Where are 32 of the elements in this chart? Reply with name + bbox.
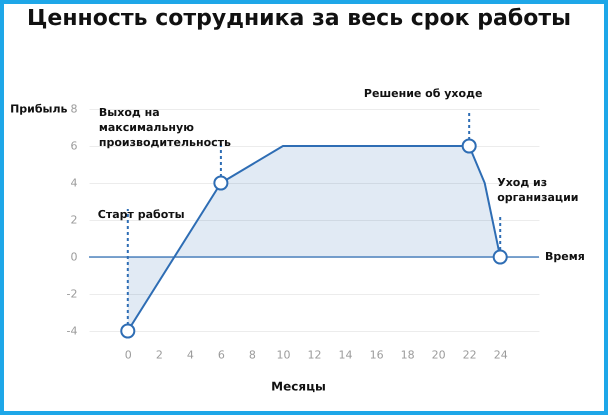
- y-tick-label: 8: [70, 102, 78, 116]
- x-tick-label: 6: [218, 348, 225, 362]
- y-tick-label: -2: [66, 288, 78, 300]
- x-tick-label: 12: [308, 348, 322, 362]
- y-tick-label: -4: [66, 324, 78, 338]
- annotation: Уход из организации: [497, 176, 579, 204]
- y-axis-title: Прибыль: [10, 102, 68, 116]
- annotation: Выход на максимальную производительность: [98, 106, 232, 149]
- y-tick-label: 4: [70, 176, 78, 190]
- x-tick-label: 10: [276, 348, 290, 362]
- x-tick-label: 0: [124, 348, 132, 362]
- x-axis-title: Месяцы: [271, 380, 326, 394]
- x-tick-label: 20: [432, 348, 446, 362]
- ref-line-label: Время: [545, 250, 585, 263]
- annotation: Решение об уходе: [364, 87, 482, 100]
- point: [492, 249, 508, 265]
- annotation: Старт работы: [98, 208, 185, 221]
- x-tick-label: 16: [370, 348, 384, 362]
- x-tick-label: 2: [156, 348, 163, 362]
- y-tick-label: 2: [70, 214, 78, 226]
- y-tick-label: 0: [70, 250, 78, 264]
- point: [462, 138, 477, 154]
- x-tick-label: 24: [494, 348, 508, 362]
- point: [213, 175, 228, 191]
- point: [120, 323, 136, 339]
- x-tick-label: 8: [248, 348, 256, 362]
- y-tick-label: 6: [70, 140, 78, 152]
- x-tick-label: 22: [462, 348, 477, 362]
- x-tick-label: 14: [338, 348, 353, 362]
- x-tick-label: 4: [186, 348, 194, 362]
- x-tick-label: 18: [400, 348, 415, 362]
- chart-title: Ценность сотрудника за весь срок работы: [27, 6, 571, 31]
